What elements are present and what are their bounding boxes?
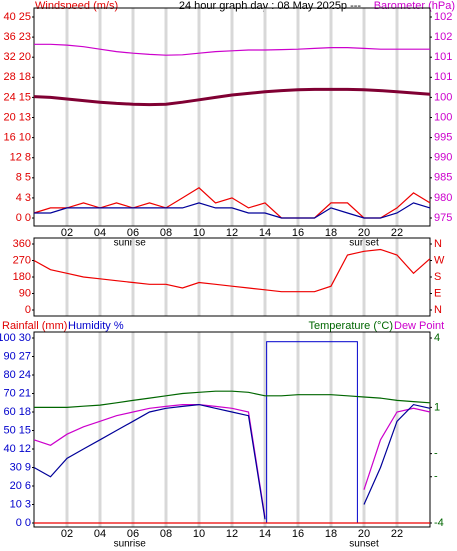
- y2-tick-label: 101: [434, 71, 452, 83]
- x-tick-label: 06: [127, 528, 139, 540]
- y2-tick-label: -4: [434, 517, 444, 529]
- y-tick-label: 36 23: [3, 31, 31, 43]
- y2-tick-label: 102: [434, 31, 452, 43]
- x-tick-label: 04: [94, 227, 106, 239]
- y2-tick-label: -: [434, 448, 438, 460]
- y-tick-label: 0 0: [16, 212, 31, 224]
- series-line: [33, 87, 431, 107]
- x-tick-label: 16: [292, 227, 304, 239]
- y2-tick-label: N: [434, 238, 442, 250]
- y-tick-label: 90 27: [3, 350, 31, 362]
- y2-tick-label: 1: [434, 401, 440, 413]
- y-tick-label: 24 15: [3, 91, 31, 103]
- x-tick-label: 14: [259, 227, 271, 239]
- x-tick-label: 20: [358, 528, 370, 540]
- title: 24 hour graph day : 08 May 2025p ---: [179, 0, 362, 12]
- temp-label: Temperature (°C): [309, 320, 393, 332]
- x-tick-label: 22: [391, 227, 403, 239]
- humidity-label: Humidity %: [68, 320, 124, 332]
- y2-tick-label: E: [434, 287, 441, 299]
- y-tick-label: 90: [19, 287, 31, 299]
- x-tick-label: 02: [61, 528, 73, 540]
- y-tick-label: 40 12: [3, 443, 31, 455]
- x-tick-label: 12: [226, 528, 238, 540]
- y-tick-label: 16 10: [3, 132, 31, 144]
- y-tick-label: 360: [13, 238, 31, 250]
- y-tick-label: 80 24: [3, 369, 31, 381]
- y2-tick-label: 100: [434, 91, 452, 103]
- y-tick-label: 60 18: [3, 406, 31, 418]
- x-tick-label: 04: [94, 528, 106, 540]
- annotation: sunrise: [114, 539, 147, 550]
- y2-tick-label: 101: [434, 51, 452, 63]
- y2-tick-label: S: [434, 271, 441, 283]
- y2-tick-label: -: [434, 471, 438, 483]
- y-tick-label: 270: [13, 254, 31, 266]
- y-tick-label: 12 8: [10, 152, 31, 164]
- x-tick-label: 20: [358, 227, 370, 239]
- y-tick-label: 10 3: [10, 498, 31, 510]
- x-tick-label: 08: [160, 227, 172, 239]
- y2-tick-label: 100: [434, 111, 452, 123]
- y-tick-label: 180: [13, 271, 31, 283]
- annotation: sunset: [349, 539, 379, 550]
- y2-tick-label: 985: [434, 172, 452, 184]
- y-tick-label: 8 5: [16, 172, 31, 184]
- y2-tick-label: 990: [434, 152, 452, 164]
- series-line: [33, 404, 431, 518]
- y2-tick-label: N: [434, 304, 442, 316]
- y-tick-label: 32 20: [3, 51, 31, 63]
- x-tick-label: 10: [193, 528, 205, 540]
- series-line: [34, 390, 431, 408]
- x-tick-label: 18: [325, 227, 337, 239]
- series-line: [33, 403, 431, 520]
- plot-frame: [33, 331, 431, 528]
- y-tick-label: 100 30: [0, 332, 31, 344]
- y2-tick-label: 975: [434, 212, 452, 224]
- y2-tick-label: 980: [434, 192, 452, 204]
- wind-label: Windspeed (m/s): [35, 0, 118, 12]
- series-line: [34, 43, 430, 56]
- y-tick-label: 28 18: [3, 71, 31, 83]
- y2-tick-label: W: [434, 254, 445, 266]
- y-tick-label: 20 13: [3, 111, 31, 123]
- y-tick-label: 40 25: [3, 11, 31, 23]
- y-tick-label: 0 0: [16, 517, 31, 529]
- x-tick-label: 14: [259, 528, 271, 540]
- x-tick-label: 12: [226, 227, 238, 239]
- y-tick-label: 50 15: [3, 424, 31, 436]
- y-tick-label: 20 6: [10, 480, 31, 492]
- y2-tick-label: 995: [434, 132, 452, 144]
- y-tick-label: 70 21: [3, 387, 31, 399]
- series-line: [34, 202, 431, 219]
- x-tick-label: 08: [160, 528, 172, 540]
- x-tick-label: 22: [391, 528, 403, 540]
- x-tick-label: 06: [127, 227, 139, 239]
- rain-label: Rainfall (mm): [2, 320, 67, 332]
- y-tick-label: 30 9: [10, 461, 31, 473]
- x-tick-label: 18: [325, 528, 337, 540]
- y2-tick-label: 4: [434, 332, 440, 344]
- dew-label: Dew Point: [394, 320, 444, 332]
- baro-label: Barometer (hPa): [374, 0, 455, 12]
- y2-tick-label: 102: [434, 11, 452, 23]
- y-tick-label: 4 3: [16, 192, 31, 204]
- x-tick-label: 02: [61, 227, 73, 239]
- y-tick-label: 0: [25, 304, 31, 316]
- x-tick-label: 10: [193, 227, 205, 239]
- series-line: [33, 248, 431, 293]
- x-tick-label: 16: [292, 528, 304, 540]
- annotation: sunrise: [114, 238, 147, 249]
